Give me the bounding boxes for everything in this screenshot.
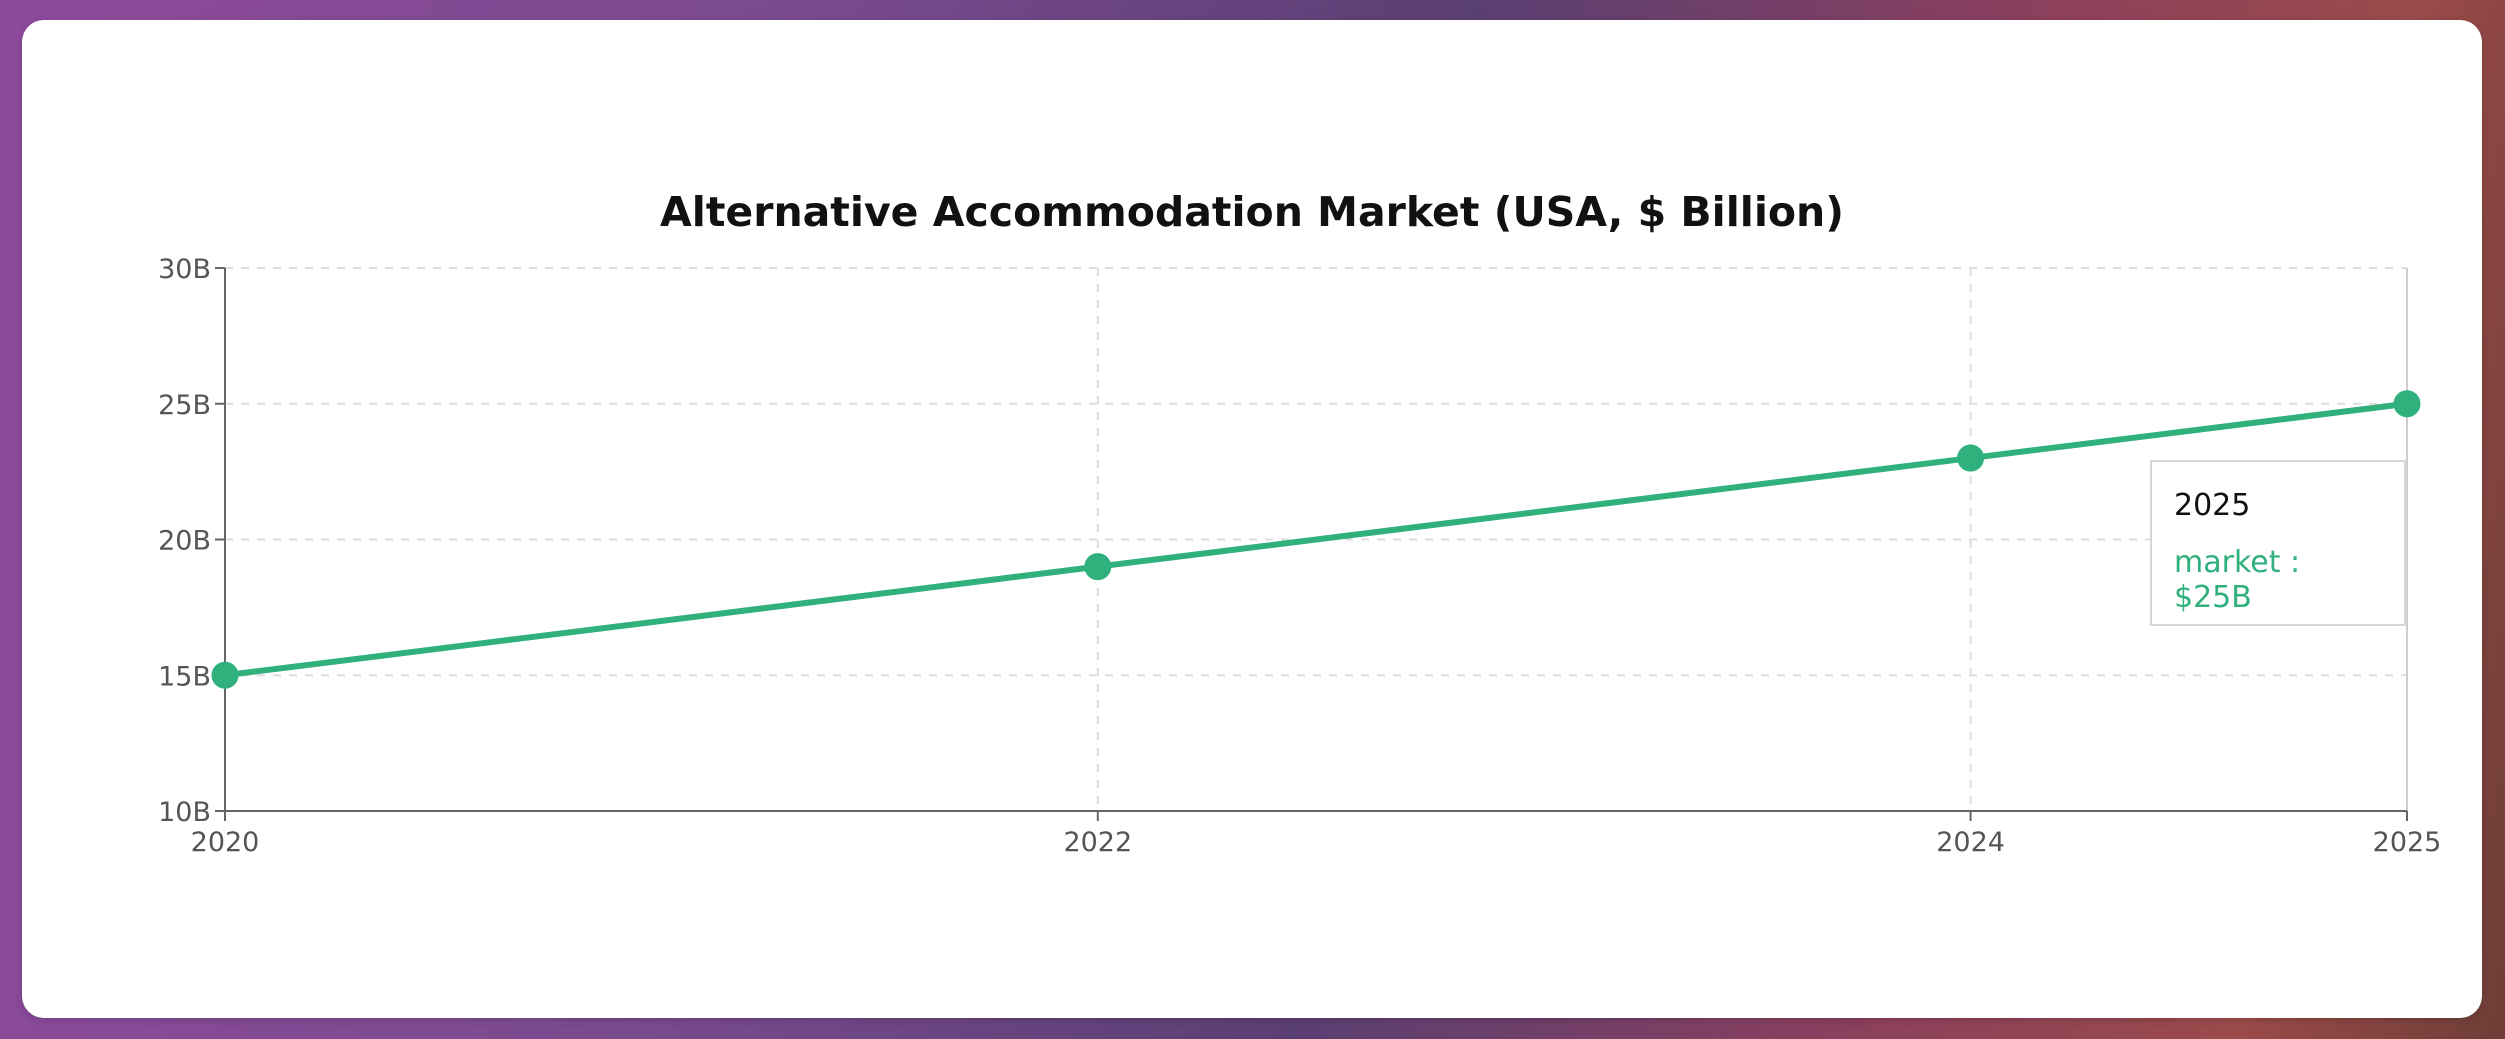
data-point-2025	[2393, 390, 2421, 418]
x-tick-label-2: 2024	[1936, 827, 2005, 858]
tick-labels: 10B 15B 20B 25B 30B 2020 2022 2024 2025	[158, 254, 2441, 858]
y-tick-label-3: 25B	[158, 390, 211, 421]
tooltip-label: 2025	[2174, 488, 2251, 523]
chart-title: Alternative Accommodation Market (USA, $…	[660, 188, 1844, 236]
data-point-2024	[1957, 444, 1985, 472]
y-tick-label-0: 10B	[158, 797, 211, 828]
y-tick-label-2: 20B	[158, 526, 211, 557]
chart-card: Alternative Accommodation Market (USA, $…	[22, 20, 2482, 1018]
x-tick-label-3: 2025	[2373, 827, 2442, 858]
tooltip-value: market : $25B	[2174, 545, 2301, 615]
y-tick-label-4: 30B	[158, 254, 211, 285]
line-chart: 10B 15B 20B 25B 30B 2020 2022 2024 2025	[158, 254, 2441, 858]
data-point-2020	[211, 661, 239, 689]
data-point-2022	[1084, 553, 1112, 581]
series-line-market	[224, 400, 2408, 679]
axes	[215, 267, 2408, 821]
x-tick-label-1: 2022	[1063, 827, 1132, 858]
chart-tooltip: 2025 market : $25B	[2150, 460, 2406, 626]
x-tick-label-0: 2020	[191, 827, 260, 858]
y-tick-label-1: 15B	[158, 661, 211, 692]
data-points	[211, 390, 2421, 689]
